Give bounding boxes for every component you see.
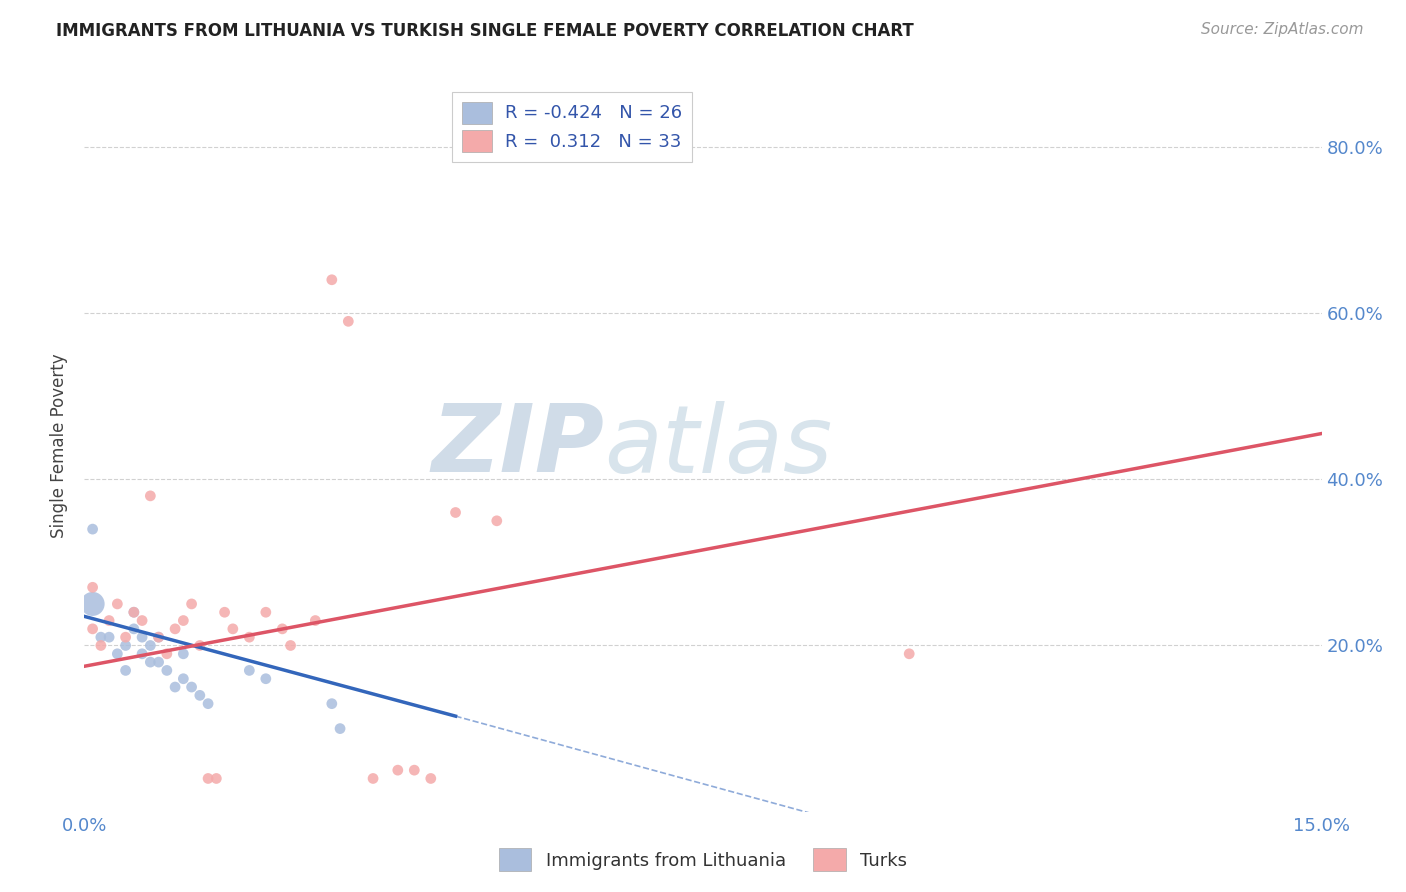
Point [131, 614, 153, 628]
Point [105, 597, 128, 611]
Point [898, 647, 921, 661]
Point [180, 597, 202, 611]
Point [148, 630, 170, 644]
Point [139, 655, 162, 669]
Point [254, 605, 277, 619]
Point [329, 722, 352, 736]
Point [90, 630, 112, 644]
Point [122, 605, 145, 619]
Point [238, 630, 260, 644]
Point [271, 622, 294, 636]
Point [148, 655, 170, 669]
Point [361, 772, 384, 786]
Point [82, 522, 104, 536]
Point [122, 622, 145, 636]
Text: IMMIGRANTS FROM LITHUANIA VS TURKISH SINGLE FEMALE POVERTY CORRELATION CHART: IMMIGRANTS FROM LITHUANIA VS TURKISH SIN… [56, 22, 914, 40]
Point [114, 630, 136, 644]
Point [304, 614, 326, 628]
Point [139, 639, 162, 653]
Point [122, 605, 145, 619]
Point [148, 630, 170, 644]
Point [82, 622, 104, 636]
Point [485, 514, 508, 528]
Point [98, 614, 121, 628]
Point [105, 647, 128, 661]
Point [197, 772, 219, 786]
Point [321, 273, 343, 287]
Point [114, 639, 136, 653]
Point [139, 489, 162, 503]
Legend: R = -0.424   N = 26, R =  0.312   N = 33: R = -0.424 N = 26, R = 0.312 N = 33 [451, 92, 692, 161]
Point [131, 630, 153, 644]
Point [172, 614, 194, 628]
Text: ZIP: ZIP [432, 400, 605, 492]
Point [172, 672, 194, 686]
Point [197, 697, 219, 711]
Point [156, 647, 179, 661]
Point [280, 639, 302, 653]
Point [387, 763, 409, 777]
Point [222, 622, 245, 636]
Point [337, 314, 360, 328]
Point [214, 605, 236, 619]
Point [165, 622, 187, 636]
Point [180, 680, 202, 694]
Point [188, 639, 211, 653]
Point [114, 664, 136, 678]
Point [131, 647, 153, 661]
Point [172, 647, 194, 661]
Point [205, 772, 228, 786]
Point [82, 580, 104, 594]
Point [188, 689, 211, 703]
Point [404, 763, 426, 777]
Point [254, 672, 277, 686]
Point [90, 639, 112, 653]
Text: atlas: atlas [605, 401, 832, 491]
Point [238, 664, 260, 678]
Text: Source: ZipAtlas.com: Source: ZipAtlas.com [1201, 22, 1364, 37]
Y-axis label: Single Female Poverty: Single Female Poverty [51, 354, 69, 538]
Point [156, 664, 179, 678]
Point [419, 772, 441, 786]
Point [98, 630, 121, 644]
Point [321, 697, 343, 711]
Point [82, 597, 104, 611]
Point [165, 680, 187, 694]
Legend: Immigrants from Lithuania, Turks: Immigrants from Lithuania, Turks [492, 841, 914, 879]
Point [444, 506, 467, 520]
